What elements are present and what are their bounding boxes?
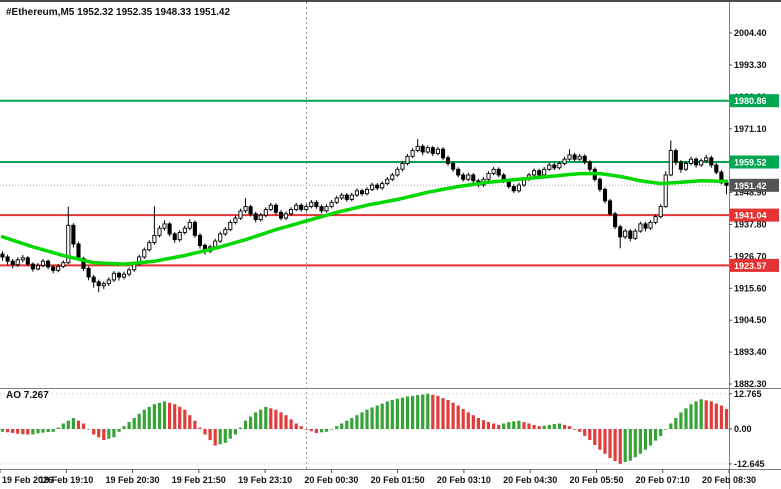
ao-tick-label: -12.645 <box>734 459 765 469</box>
time-axis-label: 20 Feb 04:30 <box>503 475 557 485</box>
price-tick-label: 1926.70 <box>734 251 767 261</box>
time-axis-label: 20 Feb 07:10 <box>636 475 690 485</box>
level-price-badge: 1941.04 <box>730 208 779 222</box>
ao-bars-falling <box>6 394 729 464</box>
ao-indicator-label: AO 7.267 <box>6 390 49 401</box>
time-axis-label: 20 Feb 01:50 <box>371 475 425 485</box>
level-price-badge: 1980.86 <box>730 94 779 108</box>
ao-bars-rising <box>0 393 703 463</box>
time-axis-label: 20 Feb 00:30 <box>304 475 358 485</box>
time-axis-label: 19 Feb 2026 <box>2 475 53 485</box>
time-axis-label: 20 Feb 08:30 <box>702 475 756 485</box>
svg-text:1923.57: 1923.57 <box>734 261 767 271</box>
svg-text:1941.04: 1941.04 <box>734 211 767 221</box>
price-tick-label: 1904.50 <box>734 315 767 325</box>
price-tick-label: 1971.10 <box>734 124 767 134</box>
symbol-ohlc-readout: #Ethereum,M5 1952.32 1952.35 1948.33 195… <box>6 7 231 18</box>
level-price-badge: 1959.52 <box>730 155 779 169</box>
ao-tick-label: 0.00 <box>734 424 752 434</box>
time-axis-label: 20 Feb 03:10 <box>437 475 491 485</box>
time-axis-label: 19 Feb 20:30 <box>105 475 159 485</box>
price-tick-label: 1882.30 <box>734 379 767 389</box>
svg-text:1959.52: 1959.52 <box>734 158 767 168</box>
price-tick-label: 2004.40 <box>734 28 767 38</box>
moving-average-line[interactable] <box>0 171 729 266</box>
time-axis-label: 20 Feb 05:50 <box>569 475 623 485</box>
price-tick-label: 1937.80 <box>734 220 767 230</box>
bid-price-badge: 1951.42 <box>730 178 779 192</box>
svg-text:1951.42: 1951.42 <box>734 181 767 191</box>
time-axis-label: 19 Feb 23:10 <box>238 475 292 485</box>
level-price-badge: 1923.57 <box>730 258 779 272</box>
time-axis-label: 19 Feb 19:10 <box>39 475 93 485</box>
bear-candles <box>0 145 729 287</box>
price-tick-label: 1948.90 <box>734 188 767 198</box>
time-axis-label: 19 Feb 21:50 <box>172 475 226 485</box>
price-tick-label: 1893.40 <box>734 347 767 357</box>
ao-tick-label: 12.765 <box>734 389 762 399</box>
price-tick-label: 1993.30 <box>734 60 767 70</box>
price-tick-label: 1915.60 <box>734 283 767 293</box>
svg-text:1980.86: 1980.86 <box>734 96 767 106</box>
